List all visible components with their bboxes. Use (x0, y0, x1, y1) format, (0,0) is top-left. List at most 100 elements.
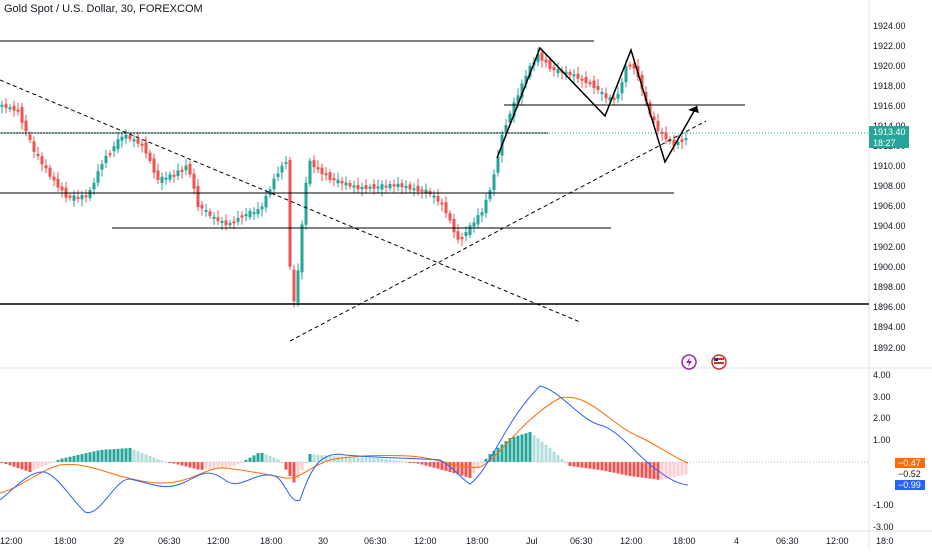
histogram-bar (328, 456, 332, 462)
candle-body (388, 184, 392, 189)
histogram-bar (548, 448, 552, 462)
time-label: Jul (526, 536, 538, 546)
histogram-bar (160, 460, 164, 462)
candle-body (112, 146, 116, 152)
histogram-bar (604, 462, 608, 472)
histogram-bar (676, 462, 680, 477)
histogram-bar (560, 458, 564, 462)
time-label: 18:00 (466, 536, 489, 546)
histogram-bar (292, 462, 296, 483)
histogram-bar (216, 462, 220, 468)
candle-body (568, 72, 572, 76)
price-tick: 1906.00 (873, 201, 906, 211)
histogram-bar (84, 453, 88, 462)
candle-body (20, 107, 24, 123)
candle-body (492, 174, 496, 191)
histogram-bar (172, 462, 176, 464)
candle-body (252, 212, 256, 215)
time-label: 4 (734, 536, 739, 546)
svg-text:−0.52: −0.52 (898, 469, 921, 479)
candle-body (380, 184, 384, 190)
candle-body (336, 179, 340, 184)
candle-body (56, 178, 60, 188)
macd-tick: 4.00 (873, 370, 891, 380)
histogram-bar (248, 457, 252, 462)
histogram-tag: −0.47 (895, 458, 925, 468)
candle-body (460, 237, 464, 239)
histogram-bar (68, 456, 72, 462)
histogram-bar (416, 462, 420, 464)
candle-body (60, 186, 64, 191)
macd-histogram (0, 432, 688, 483)
candle-body (232, 221, 236, 224)
macd-tick: 2.00 (873, 413, 891, 423)
histogram-bar (484, 458, 488, 462)
candle-body (676, 141, 680, 146)
candle-body (144, 142, 148, 154)
histogram-bar (180, 462, 184, 466)
histogram-bar (628, 462, 632, 476)
histogram-bar (456, 462, 460, 475)
candle-body (344, 182, 348, 186)
candle-body (348, 182, 352, 187)
candle-body (664, 132, 668, 140)
histogram-bar (36, 462, 40, 469)
candle-body (600, 92, 604, 94)
histogram-bar (372, 457, 376, 462)
histogram-bar (120, 448, 124, 462)
candle-body (480, 212, 484, 216)
candle-body (608, 97, 612, 101)
us-flag-icon[interactable] (711, 354, 727, 370)
histogram-bar (580, 462, 584, 468)
histogram-bar (156, 459, 160, 462)
pattern-drawing[interactable] (496, 46, 698, 164)
candle-body (240, 215, 244, 218)
candle-body (452, 218, 456, 233)
candle-body (528, 65, 532, 77)
price-tick: 1902.00 (873, 242, 906, 252)
bar-countdown: 18:27 (873, 138, 896, 148)
histogram-bar (476, 462, 480, 469)
histogram-bar (244, 459, 248, 462)
histogram-bar (200, 462, 204, 470)
histogram-bar (368, 457, 372, 462)
candle-body (624, 66, 628, 83)
candle-body (464, 232, 468, 236)
candle-body (476, 215, 480, 225)
candle-body (152, 158, 156, 173)
signal-line (0, 396, 689, 494)
time-label: 18:0 (876, 536, 894, 546)
histogram-bar (504, 441, 508, 462)
histogram-bar (228, 462, 232, 467)
histogram-bar (636, 462, 640, 478)
candle-body (256, 208, 260, 215)
price-tick: 1908.00 (873, 181, 906, 191)
histogram-bar (288, 462, 292, 476)
histogram-bar (272, 457, 276, 462)
histogram-bar (260, 452, 264, 462)
candle-body (220, 221, 224, 223)
candle-body (216, 217, 220, 222)
price-tick: 1896.00 (873, 302, 906, 312)
candle-body (576, 73, 580, 79)
symbol-title[interactable]: Gold Spot / U.S. Dollar, 30, FOREXCOM (4, 3, 203, 15)
histogram-bar (516, 435, 520, 462)
candle-body (312, 160, 316, 168)
histogram-bar (92, 451, 96, 462)
histogram-bar (544, 444, 548, 462)
candle-body (644, 92, 648, 101)
candle-body (80, 195, 84, 200)
histogram-bar (300, 462, 304, 470)
uptrend-line[interactable] (289, 120, 707, 342)
histogram-bar (12, 462, 16, 467)
candle-body (512, 102, 516, 117)
candle-body (260, 206, 264, 210)
lightning-icon[interactable] (681, 354, 697, 370)
histogram-bar (144, 454, 148, 462)
histogram-bar (240, 462, 244, 463)
time-label: 29 (114, 536, 124, 546)
histogram-bar (460, 462, 464, 476)
histogram-bar (520, 434, 524, 462)
